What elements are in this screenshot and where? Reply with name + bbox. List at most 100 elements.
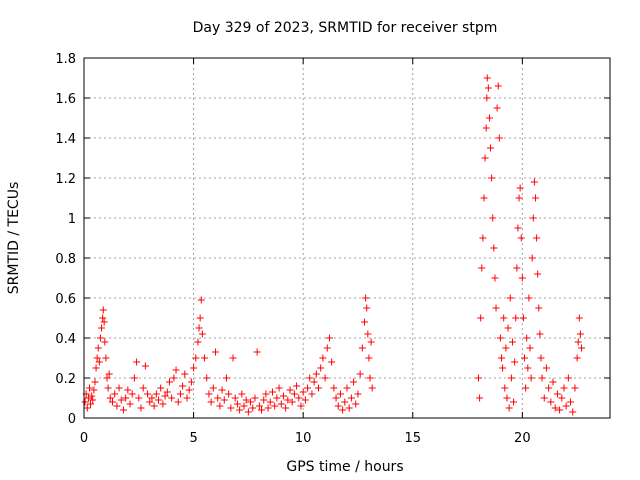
data-point: [367, 338, 375, 346]
data-point: [96, 334, 104, 342]
data-point: [358, 344, 366, 352]
data-point: [569, 408, 577, 416]
data-point: [560, 384, 568, 392]
data-point: [297, 402, 305, 410]
data-point: [301, 396, 309, 404]
data-point: [515, 194, 523, 202]
data-point: [141, 362, 149, 370]
data-point: [504, 324, 512, 332]
data-point: [537, 354, 545, 362]
data-point: [144, 390, 152, 398]
data-point: [511, 358, 519, 366]
data-point: [315, 384, 323, 392]
data-point: [527, 374, 535, 382]
data-point: [500, 314, 508, 322]
data-point: [117, 396, 125, 404]
data-point: [89, 396, 97, 404]
data-point: [176, 390, 184, 398]
data-point: [506, 294, 514, 302]
data-point: [258, 406, 266, 414]
data-point: [308, 390, 316, 398]
data-point: [368, 384, 376, 392]
data-point: [483, 94, 491, 102]
data-point: [535, 304, 543, 312]
data-point: [207, 398, 215, 406]
data-point: [137, 404, 145, 412]
data-point: [323, 344, 331, 352]
data-point: [275, 384, 283, 392]
data-point: [133, 358, 141, 366]
data-point: [573, 354, 581, 362]
data-point: [317, 364, 325, 372]
data-point: [271, 402, 279, 410]
data-point: [179, 382, 187, 390]
data-point: [105, 370, 113, 378]
grid: [84, 58, 610, 418]
x-tick-label: 0: [80, 431, 88, 446]
data-point: [494, 82, 502, 90]
y-tick-label: 1.6: [55, 92, 76, 107]
data-point: [485, 114, 493, 122]
data-point: [361, 318, 369, 326]
y-tick-label: 1: [68, 212, 76, 227]
data-point: [575, 314, 583, 322]
data-point: [216, 402, 224, 410]
data-point: [229, 354, 237, 362]
data-point: [279, 392, 287, 400]
data-point: [99, 306, 107, 314]
y-tick-label: 1.4: [55, 132, 76, 147]
data-point: [531, 194, 539, 202]
data-point: [507, 374, 515, 382]
data-point: [492, 304, 500, 312]
data-point: [161, 392, 169, 400]
data-point: [91, 378, 99, 386]
data-point: [498, 354, 506, 362]
data-point: [201, 354, 209, 362]
data-point: [514, 224, 522, 232]
data-point: [319, 354, 327, 362]
data-point: [502, 344, 510, 352]
data-point: [325, 334, 333, 342]
data-point: [282, 404, 290, 412]
data-point: [284, 396, 292, 404]
data-point: [545, 384, 553, 392]
data-point: [574, 338, 582, 346]
data-point: [513, 264, 521, 272]
data-point: [483, 74, 491, 82]
data-point: [233, 400, 241, 408]
data-point: [522, 384, 530, 392]
data-point: [209, 384, 217, 392]
data-point: [495, 134, 503, 142]
y-tick-label: 0.4: [55, 332, 76, 347]
data-point: [299, 388, 307, 396]
data-point: [524, 364, 532, 372]
data-point: [529, 214, 537, 222]
data-point: [480, 194, 488, 202]
data-point: [152, 390, 160, 398]
data-point: [332, 394, 340, 402]
data-point: [549, 378, 557, 386]
data-point: [148, 394, 156, 402]
data-point: [475, 374, 482, 382]
data-point: [146, 398, 154, 406]
data-point: [253, 348, 261, 356]
data-point: [330, 384, 338, 392]
data-point: [334, 402, 342, 410]
data-point: [525, 294, 533, 302]
data-point: [277, 400, 285, 408]
y-tick-label: 1.8: [55, 52, 76, 67]
y-axis-title: SRMTID / TECUs: [6, 182, 22, 295]
y-tick-label: 0: [68, 412, 76, 427]
data-point: [339, 406, 347, 414]
data-point: [512, 314, 520, 322]
data-point: [244, 408, 252, 416]
data-point: [542, 364, 550, 372]
data-point: [519, 314, 527, 322]
data-point: [484, 84, 492, 92]
data-point: [365, 354, 373, 362]
axis-ticks: 0 0.2 0.4 0.6 0.8 1 1.2 1.4 1.6 1.8 0 5 10 15 20: [55, 52, 610, 446]
x-tick-label: 15: [404, 431, 421, 446]
data-point: [505, 404, 513, 412]
data-point: [564, 374, 572, 382]
data-point: [488, 174, 496, 182]
